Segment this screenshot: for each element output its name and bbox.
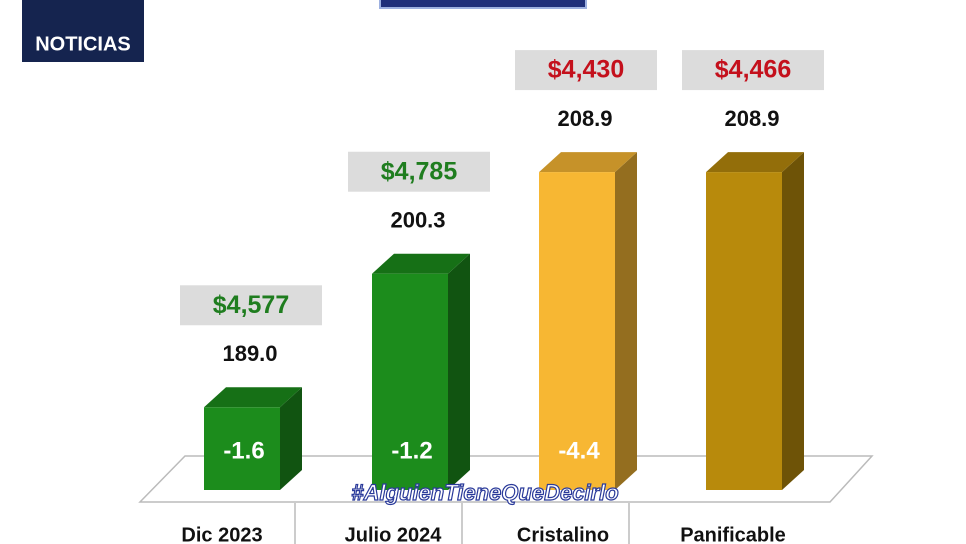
value-label: 208.9 xyxy=(724,106,779,131)
price-box xyxy=(180,285,322,326)
price-box xyxy=(682,50,824,91)
change-label: -1.6 xyxy=(223,437,264,464)
change-label: -1.2 xyxy=(391,437,432,464)
bar-top xyxy=(706,152,804,173)
hashtag: #AlguienTieneQueDecirlo xyxy=(351,480,618,505)
price-label: $4,577 xyxy=(213,291,289,319)
bar-side xyxy=(615,152,637,490)
bar-top xyxy=(539,152,637,173)
price-label: $4,430 xyxy=(548,56,624,84)
bar-side xyxy=(782,152,804,490)
bars: 189.0 $4,577 -1.6 Dic 2023 200.3 $4,785 -1.2 Ju… xyxy=(180,50,824,544)
price-box xyxy=(515,50,657,91)
floor xyxy=(138,455,874,503)
bar xyxy=(706,172,782,490)
top-banner xyxy=(379,0,587,9)
x-tick-label: Julio 2024 xyxy=(345,524,443,544)
bar-top xyxy=(372,253,470,274)
price-label: $4,785 xyxy=(381,157,458,185)
bar xyxy=(372,273,448,490)
bar-top xyxy=(204,387,302,408)
x-tick-label: Cristalino xyxy=(517,524,609,544)
value-label: 200.3 xyxy=(390,208,445,233)
value-label: 189.0 xyxy=(222,341,277,366)
logo-text: NOTICIAS xyxy=(35,33,131,55)
logo-box xyxy=(22,0,144,62)
bar-side xyxy=(280,387,302,490)
x-tick-label: Panificable xyxy=(680,524,786,544)
bar-side xyxy=(448,253,470,490)
x-tick-label: Dic 2023 xyxy=(181,524,262,544)
bar xyxy=(204,407,280,490)
change-label: -4.4 xyxy=(558,437,600,464)
price-box xyxy=(348,151,490,192)
price-label: $4,466 xyxy=(715,56,791,84)
value-label: 208.9 xyxy=(557,106,612,131)
bar xyxy=(539,172,615,490)
